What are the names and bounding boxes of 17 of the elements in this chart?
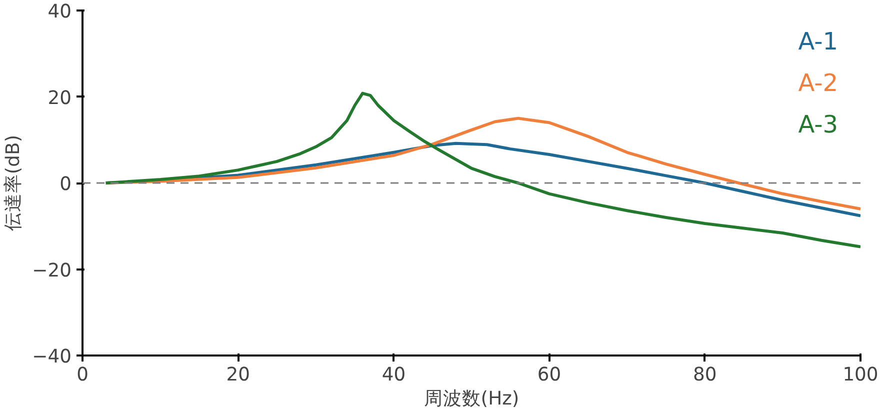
- x-tick-label: 60: [537, 364, 562, 386]
- x-tick-label: 80: [693, 364, 717, 386]
- text: A-2: [798, 68, 838, 97]
- text: A-3: [798, 110, 838, 138]
- y-tick-label: 20: [48, 88, 72, 109]
- y-tick-label: −20: [32, 260, 72, 282]
- y-axis-title: 伝達率(dB): [2, 134, 24, 232]
- x-tick-label: 20: [226, 364, 250, 386]
- y-tick-label: 40: [48, 2, 72, 22]
- x-tick-label: 0: [76, 364, 88, 386]
- x-tick-label: 100: [842, 364, 878, 386]
- y-tick-label: 0: [60, 174, 72, 195]
- text: A-1: [798, 28, 838, 56]
- x-tick-label: 40: [382, 364, 406, 386]
- y-tick-label: −40: [32, 346, 72, 368]
- line-series: [104, 92, 860, 248]
- x-axis-title: 周波数(Hz): [424, 388, 520, 410]
